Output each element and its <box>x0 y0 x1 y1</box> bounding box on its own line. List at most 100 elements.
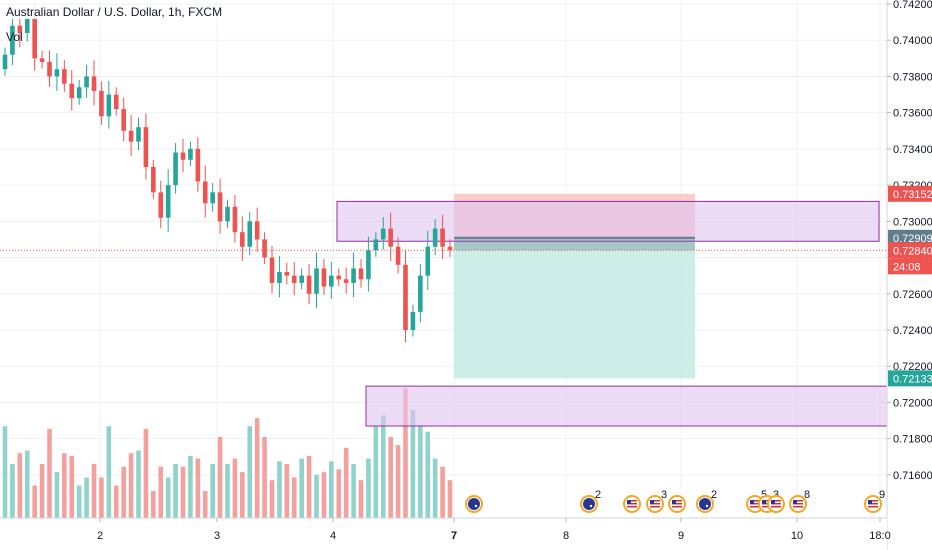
price-badge[interactable]: 0.72840 <box>888 242 932 259</box>
volume-bar <box>188 455 193 518</box>
event-marker[interactable]: 2 <box>696 489 717 513</box>
supply-zone[interactable] <box>336 200 880 242</box>
time-tick-label: 18:0 <box>869 530 890 542</box>
volume-bar <box>306 455 312 518</box>
event-marker[interactable]: 8 <box>789 489 810 513</box>
zones-layer[interactable] <box>336 193 888 427</box>
candle-body <box>240 232 245 247</box>
flag-stripe <box>627 503 637 505</box>
candle-body <box>143 127 149 167</box>
candle-body <box>24 18 30 33</box>
volume-bar <box>321 472 327 518</box>
flag-stripe <box>750 506 760 508</box>
volume-bar <box>425 431 431 518</box>
price-badge-bg <box>888 258 932 275</box>
time-scale[interactable]: 2 3 4 7 8 9 10 18:0 <box>0 517 891 550</box>
price-tick-label: 0.73400 <box>893 144 932 156</box>
candle-body <box>351 268 356 283</box>
price-badge[interactable]: 24:08 <box>888 258 932 275</box>
candle-body <box>173 152 178 186</box>
price-badge-text: 0.72909 <box>893 233 932 245</box>
candle-body <box>366 250 371 280</box>
candle-body <box>418 275 423 312</box>
flag-canton <box>750 500 754 504</box>
volume-bar <box>225 464 230 518</box>
volume-bar <box>240 472 245 518</box>
volume-bar <box>54 472 60 518</box>
event-marker[interactable] <box>465 495 483 513</box>
price-badge-text: 0.72840 <box>893 245 932 257</box>
event-marker[interactable]: 3 <box>646 489 667 513</box>
candle-body <box>254 221 260 240</box>
take-profit-zone[interactable] <box>454 237 695 379</box>
candle-body <box>373 239 379 251</box>
flag-stripe <box>750 500 760 502</box>
volume-bar <box>143 428 149 518</box>
price-tick-label: 0.71800 <box>893 434 932 446</box>
candle-body <box>217 192 223 222</box>
candle-body <box>188 148 193 160</box>
volume-bars <box>2 388 453 518</box>
volume-bar <box>39 464 45 518</box>
flag-stripe <box>793 500 803 502</box>
chart-grid <box>0 0 887 518</box>
flag-stripe <box>762 503 772 505</box>
event-marker[interactable]: 2 <box>580 489 601 513</box>
price-badge[interactable]: 0.72909 <box>888 229 932 246</box>
event-marker[interactable] <box>623 495 641 513</box>
candle-body <box>76 87 82 99</box>
flag-stripe <box>672 500 682 502</box>
volume-bar <box>62 453 67 518</box>
flag-stripe <box>771 503 781 505</box>
flag-stripe <box>650 500 660 502</box>
price-badge[interactable]: 0.73152 <box>888 185 932 202</box>
candle-body <box>329 275 334 287</box>
candle-body <box>195 148 201 182</box>
volume-bar <box>418 426 423 518</box>
candle-body <box>388 228 393 247</box>
flag-stripe <box>762 506 772 508</box>
volume-bar <box>254 418 260 518</box>
candle-body <box>69 83 75 99</box>
price-scale-bg <box>887 0 932 550</box>
candle-body <box>440 228 445 247</box>
volume-bar <box>76 485 82 518</box>
candle-body <box>121 109 126 131</box>
volume-bar <box>69 455 75 518</box>
event-count: 2 <box>595 489 601 501</box>
candle-body <box>425 246 431 276</box>
candle-body <box>39 58 45 62</box>
flag-star <box>589 504 593 508</box>
demand-zone[interactable] <box>365 385 888 427</box>
position-entry-line[interactable] <box>454 236 695 239</box>
time-tick-label: 2 <box>97 530 103 542</box>
price-tick-label: 0.71600 <box>893 470 932 482</box>
volume-bar <box>447 480 453 518</box>
volume-bar <box>395 445 401 518</box>
candle-body <box>32 18 37 59</box>
volume-label: Vol <box>6 30 23 44</box>
volume-bar <box>17 453 23 518</box>
event-marker[interactable] <box>668 495 686 513</box>
price-tick-label: 0.74000 <box>893 35 932 47</box>
volume-bar <box>343 447 349 518</box>
au-flag-icon <box>468 498 480 510</box>
event-marker[interactable] <box>767 495 785 513</box>
candle-body <box>262 239 267 258</box>
price-badge[interactable]: 0.72133 <box>888 370 932 387</box>
volume-bar <box>24 450 30 518</box>
volume-bar <box>136 450 141 518</box>
event-marker[interactable]: 9 <box>864 489 885 513</box>
volume-bar <box>410 410 416 518</box>
candle-body <box>269 257 275 283</box>
price-scale[interactable]: 0.742000.740000.738000.736000.734000.732… <box>886 0 932 550</box>
volume-bar <box>373 426 379 518</box>
candle-body <box>62 69 67 84</box>
flag-stripe <box>771 500 781 502</box>
volume-bar <box>165 477 171 518</box>
candle-body <box>343 279 349 283</box>
flag-stripe <box>868 500 878 502</box>
candle-body <box>336 275 342 280</box>
